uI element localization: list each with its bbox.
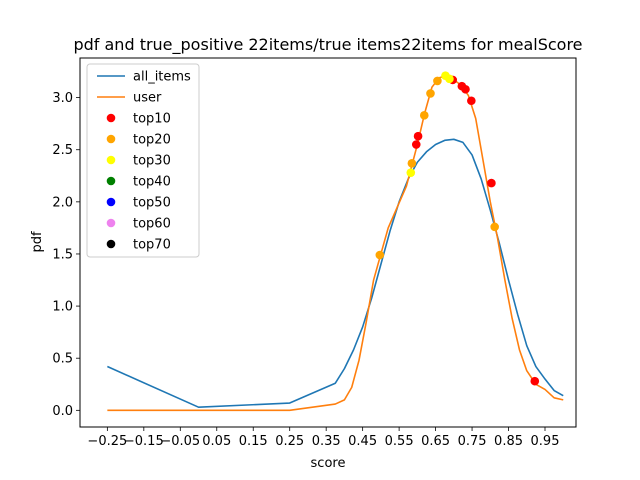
x-tick-label: 0.15 bbox=[239, 434, 268, 449]
legend-label-user: user bbox=[133, 91, 162, 106]
y-tick-label: 3.0 bbox=[52, 91, 73, 106]
point-top10-1 bbox=[413, 131, 423, 141]
point-top20-3 bbox=[426, 89, 435, 98]
x-tick-label: 0.85 bbox=[494, 434, 523, 449]
x-tick-label: 0.05 bbox=[202, 434, 231, 449]
x-tick-label: 0.55 bbox=[385, 434, 414, 449]
legend-swatch-top30 bbox=[106, 155, 116, 165]
plot-frame bbox=[79, 57, 577, 428]
y-tick-label: 1.0 bbox=[52, 300, 73, 315]
y-axis-label: pdf bbox=[30, 231, 45, 253]
legend-swatch-top50 bbox=[106, 197, 116, 207]
scatter-layer bbox=[375, 71, 540, 386]
legend-label-all_items: all_items bbox=[133, 70, 191, 85]
x-tick-label: 0.45 bbox=[348, 434, 377, 449]
legend-label-top50: top50 bbox=[133, 196, 171, 211]
y-axis: 0.0 0.5 1.0 1.5 2.0 2.5 3.0 bbox=[52, 91, 80, 419]
x-axis-label: score bbox=[311, 456, 346, 471]
legend-label-top40: top40 bbox=[133, 175, 171, 190]
y-tick-label: 2.0 bbox=[52, 195, 73, 210]
x-tick-label: −0.25 bbox=[87, 434, 127, 449]
legend-swatch-top10 bbox=[106, 113, 116, 123]
legend-label-top70: top70 bbox=[133, 238, 171, 253]
point-top30-2 bbox=[445, 74, 454, 84]
point-top10-6 bbox=[487, 178, 496, 188]
legend-swatch-top60 bbox=[106, 218, 116, 228]
point-top20-0 bbox=[375, 250, 385, 260]
y-tick-label: 1.5 bbox=[52, 247, 73, 262]
point-top10-7 bbox=[530, 376, 540, 386]
x-tick-label: −0.05 bbox=[160, 434, 200, 449]
legend-label-top10: top10 bbox=[133, 112, 171, 127]
x-tick-label: 0.35 bbox=[312, 434, 341, 449]
series-line-all_items bbox=[107, 138, 564, 408]
y-tick-label: 0.0 bbox=[52, 404, 73, 419]
point-top20-4 bbox=[433, 76, 442, 86]
x-tick-label: 0.75 bbox=[458, 434, 487, 449]
point-top20-2 bbox=[419, 111, 429, 120]
x-tick-label: −0.15 bbox=[124, 434, 164, 449]
y-tick-label: 0.5 bbox=[52, 352, 73, 367]
x-tick-label: 0.25 bbox=[275, 434, 304, 449]
legend-label-top60: top60 bbox=[133, 217, 171, 232]
legend-swatch-top70 bbox=[106, 239, 116, 249]
legend-box bbox=[86, 63, 200, 258]
legend-swatch-top40 bbox=[106, 176, 116, 186]
chart-title: pdf and true_positive 22items/true items… bbox=[73, 35, 582, 55]
y-tick-label: 2.5 bbox=[52, 143, 73, 158]
x-axis: −0.25−0.15−0.05 0.05 0.15 0.25 0.35 0.45 0.55 0… bbox=[87, 427, 559, 449]
legend-swatch-top20 bbox=[106, 134, 116, 144]
point-top10-0 bbox=[411, 140, 421, 149]
x-tick-label: 0.65 bbox=[421, 434, 450, 449]
legend-label-top20: top20 bbox=[133, 133, 171, 148]
legend-label-top30: top30 bbox=[133, 154, 171, 169]
point-top20-1 bbox=[407, 158, 417, 168]
point-top10-5 bbox=[467, 96, 476, 106]
point-top30-0 bbox=[406, 168, 416, 177]
point-top20-5 bbox=[490, 222, 499, 232]
point-top10-4 bbox=[461, 84, 470, 94]
x-tick-label: 0.95 bbox=[531, 434, 560, 449]
